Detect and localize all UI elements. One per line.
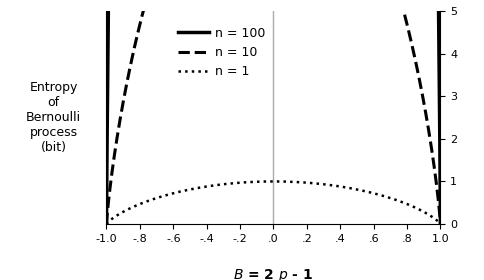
Text: $\mathbf{\mathit{B}}$ = 2 $\mathbf{\mathit{p}}$ - 1: $\mathbf{\mathit{B}}$ = 2 $\mathbf{\math… [233, 267, 314, 280]
Y-axis label: Entropy
of
Bernoulli
process
(bit): Entropy of Bernoulli process (bit) [26, 81, 81, 154]
Legend: n = 100, n = 10, n = 1: n = 100, n = 10, n = 1 [173, 22, 271, 83]
